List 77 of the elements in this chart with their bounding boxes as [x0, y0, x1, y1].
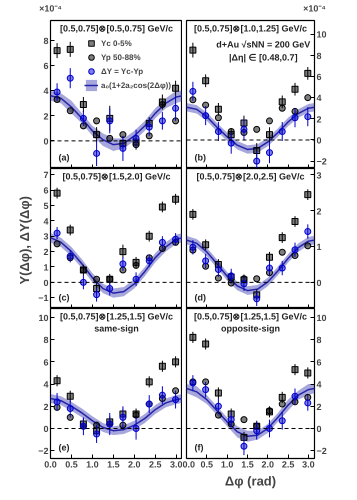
legend-label: a₀(1+2a₂cos(2Δφ)) — [101, 80, 171, 92]
x-tick-label: 1.5 — [107, 460, 120, 470]
y-tick-label: 7 — [43, 170, 49, 180]
annotation: (e) — [58, 442, 70, 452]
y-tick-label: 3 — [43, 232, 49, 242]
x-tick-label: 1.0 — [86, 460, 99, 470]
x-tick-label: 0.0 — [182, 460, 196, 470]
annotation: (c) — [58, 292, 70, 302]
y-tick-label: 8 — [43, 335, 49, 346]
y-tick-label: 6 — [316, 72, 322, 82]
y-tick-label: 4 — [43, 380, 49, 390]
y-tick-label: 0 — [43, 136, 49, 146]
x-tick-label: 1.0 — [220, 460, 234, 470]
annotation: (b) — [194, 152, 206, 162]
x-tick-label: 0.5 — [65, 460, 78, 470]
y-tick-label: 0 — [316, 424, 322, 434]
y-axis-title: ×10⁻⁴ — [39, 4, 62, 14]
y-tick-label: 2 — [43, 111, 49, 122]
y-tick-label: −2 — [38, 446, 49, 456]
y-tick-label: 8 — [43, 36, 49, 46]
y-tick-label: 1 — [43, 262, 49, 272]
y-tick-label: 2 — [43, 247, 49, 258]
chart-title: [0.5,0.75]⊗[1.5,2.0] GeV/c — [62, 172, 171, 182]
y-tick-label: 8 — [316, 335, 322, 346]
x-tick-label: 2.5 — [149, 460, 162, 470]
y-tick-label: 10 — [316, 30, 327, 40]
legend-label: Yp 50-88% — [101, 52, 141, 64]
y-tick-label: 2 — [316, 114, 322, 124]
y-tick-label: 0 — [316, 278, 322, 288]
y-tick-label: 4 — [316, 93, 322, 104]
chart-title: [0.5,0.75]⊗[1.25,1.5] GeV/c — [194, 312, 308, 322]
y-tick-label: 6 — [43, 61, 49, 72]
y-tick-label: 5 — [43, 200, 49, 211]
y-tick-label: −2 — [316, 446, 327, 456]
x-tick-label: 3.0 — [170, 460, 182, 470]
annotation: |Δη| ∈ [0.48,0.7] — [229, 52, 298, 62]
x-tick-label: 1.5 — [241, 460, 254, 470]
y-tick-label: −1 — [38, 293, 49, 304]
chart-title: [0.5,0.75]⊗[1.0,1.25] GeV/c — [194, 24, 308, 34]
y-tick-label: 0 — [316, 135, 322, 146]
y-tick-label: 6 — [43, 357, 49, 368]
y-tick-label: 2 — [316, 206, 322, 216]
text: same-sign — [94, 324, 139, 334]
chart-title: [0.5,0.75]⊗[0.5,0.75] GeV/c — [60, 24, 174, 34]
y-axis-title: Y(Δφ), ΔY(Δφ) — [17, 196, 32, 285]
y-tick-label: 10 — [38, 312, 49, 323]
y-tick-label: −2 — [316, 156, 327, 167]
chart-title: [0.5,0.75]⊗[1.25,1.5] GeV/c — [60, 312, 174, 322]
chart-title: [0.5,0.75]⊗[2.0,2.5] GeV/c — [196, 172, 305, 182]
x-tick-label: 2.0 — [128, 460, 141, 470]
x-tick-label: 0.0 — [44, 460, 57, 470]
x-tick-label: 2.5 — [282, 460, 294, 470]
x-tick-label: 0.5 — [200, 460, 214, 470]
y-tick-label: 6 — [43, 186, 49, 196]
y-axis-title: ×10⁻⁴ — [303, 4, 326, 14]
x-tick-label: 2.0 — [262, 460, 274, 470]
y-tick-label: 2 — [43, 402, 49, 412]
legend-label: ΔY = Yc-Yp — [101, 66, 144, 78]
y-tick-label: 3 — [316, 170, 322, 180]
annotation: (d) — [194, 292, 206, 302]
y-tick-label: 4 — [43, 86, 49, 96]
y-tick-label: 0 — [43, 278, 49, 288]
y-tick-label: 10 — [316, 312, 327, 323]
legend-label: Yc 0-5% — [101, 38, 132, 50]
y-tick-label: 4 — [316, 380, 322, 390]
annotation: (a) — [58, 152, 70, 162]
text: opposite-sign — [221, 324, 280, 334]
x-tick-label: 3.0 — [302, 460, 315, 470]
annotation: (f) — [194, 442, 204, 452]
y-tick-label: 4 — [43, 216, 49, 226]
y-tick-label: 6 — [316, 357, 322, 368]
x-axis-title: Δφ (rad) — [224, 474, 276, 488]
y-tick-label: 0 — [43, 424, 49, 434]
y-tick-label: 1 — [316, 242, 322, 252]
y-tick-label: 2 — [316, 402, 322, 412]
annotation: d+Au √sNN = 200 GeV — [216, 40, 310, 50]
y-tick-label: 8 — [316, 50, 322, 61]
